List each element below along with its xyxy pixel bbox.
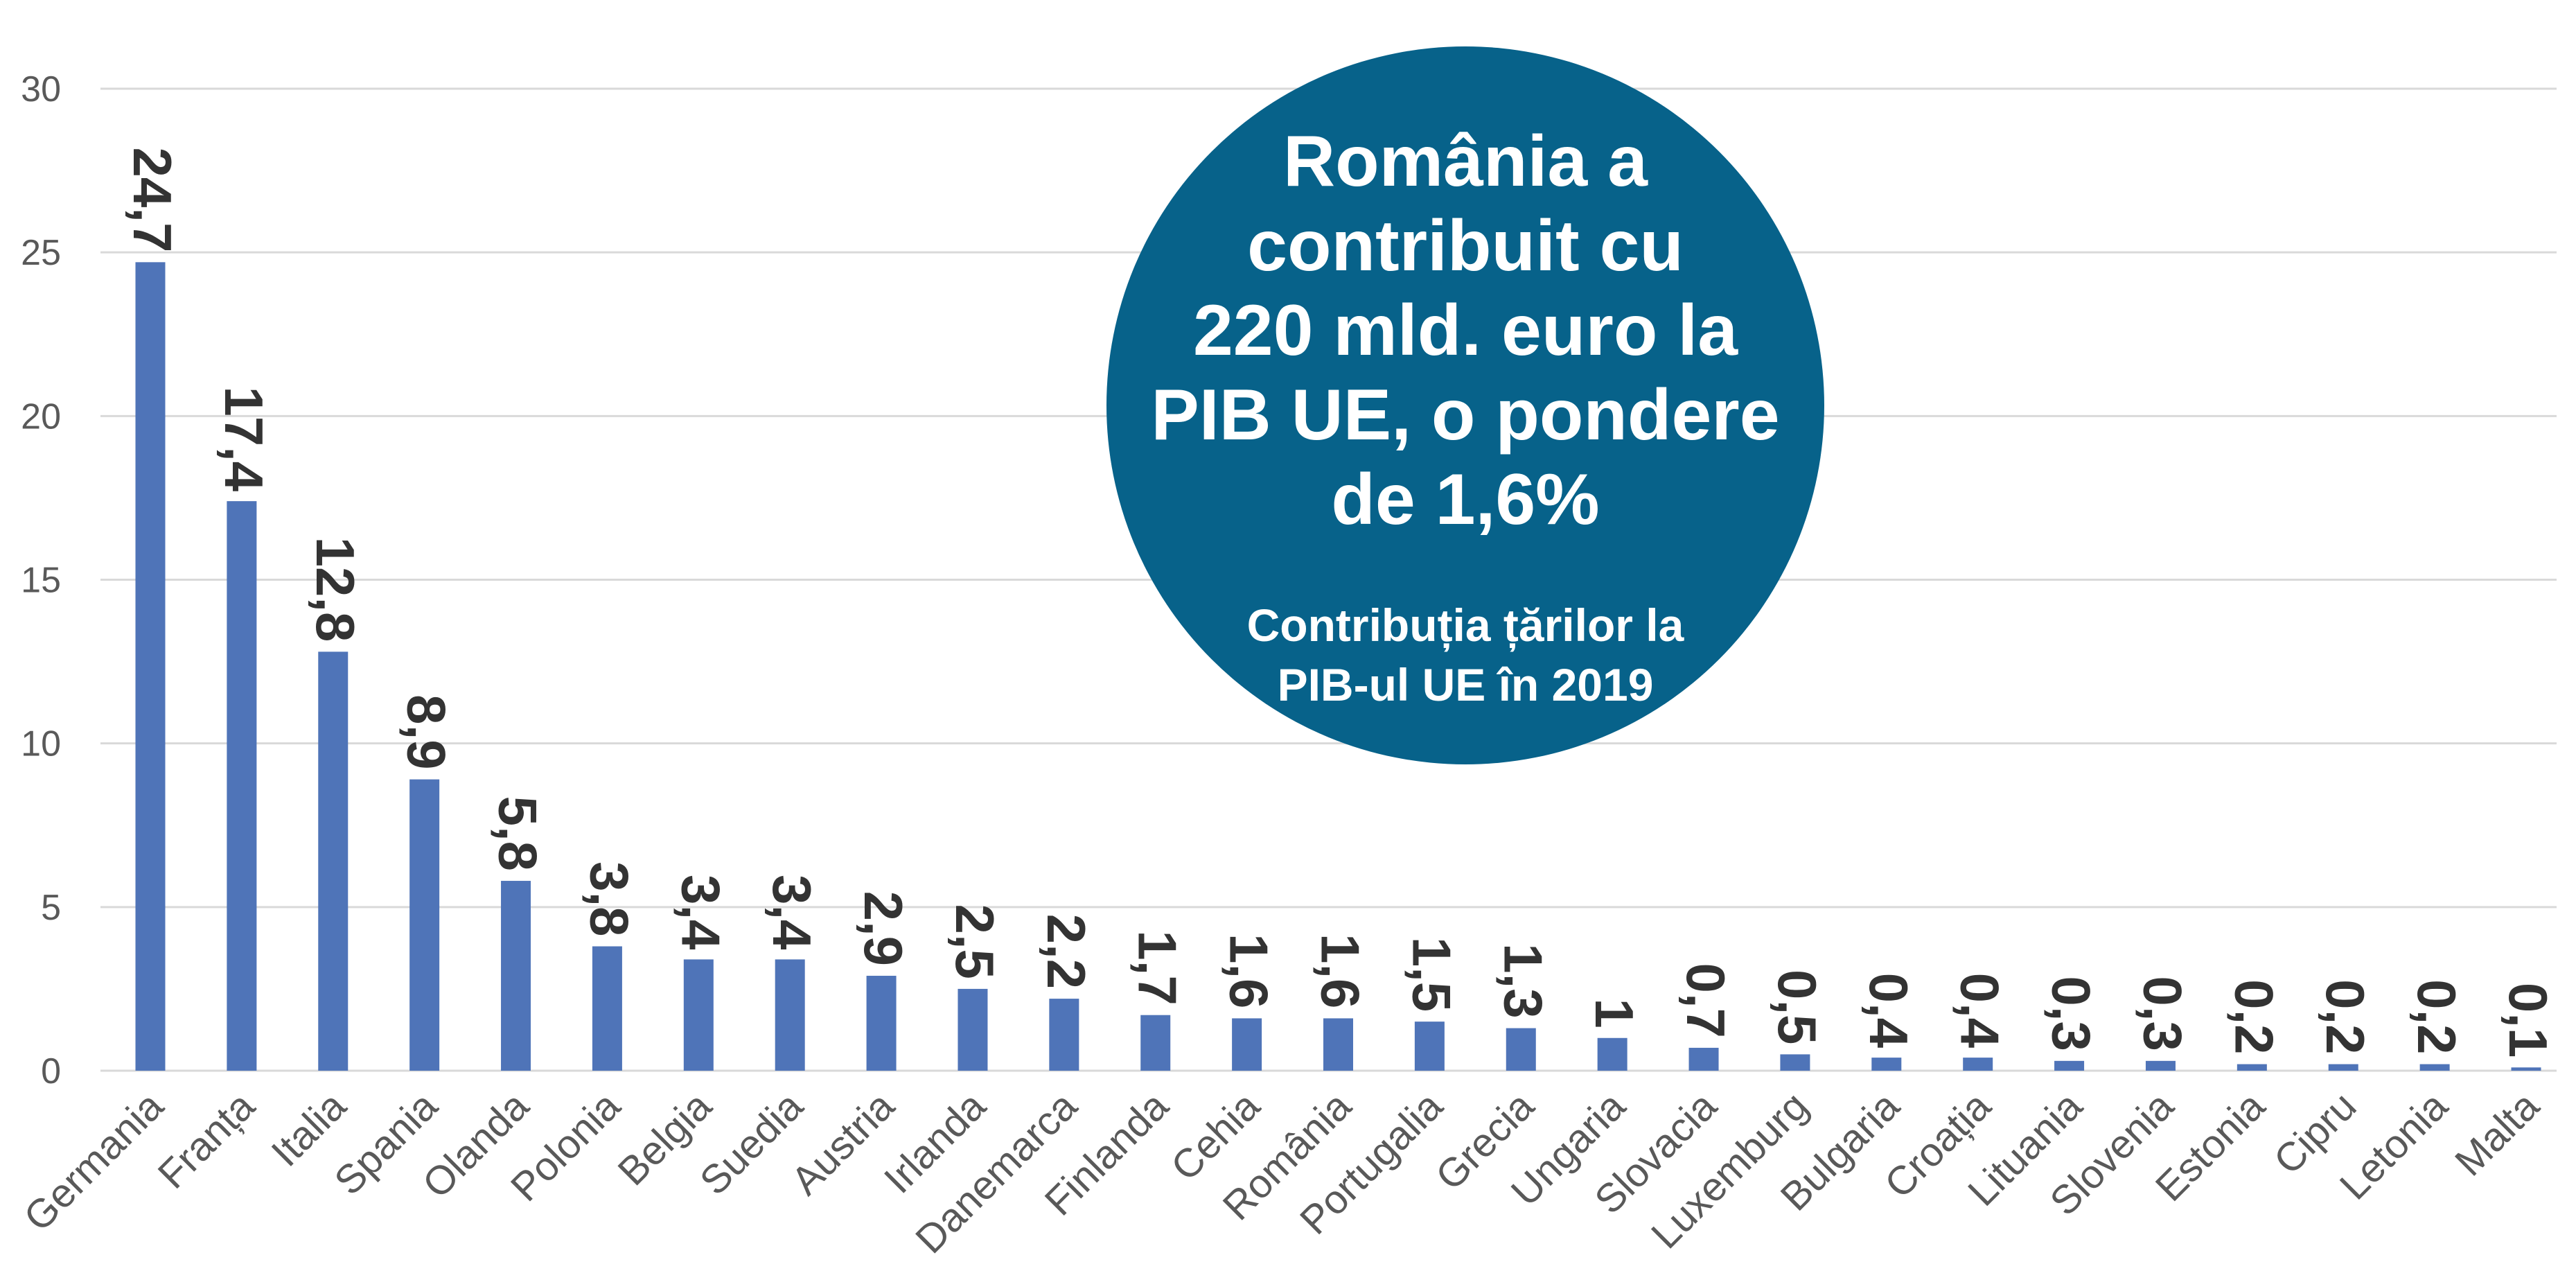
bar [409, 779, 440, 1071]
bar [2237, 1064, 2267, 1071]
callout-title-line: de 1,6% [1331, 459, 1599, 540]
callout-title-line: România a [1283, 121, 1648, 202]
category-label: Austria [783, 1083, 903, 1204]
data-label: 0,2 [2406, 979, 2467, 1054]
bar [2145, 1060, 2176, 1071]
data-label: 2,5 [944, 904, 1005, 979]
bar [2419, 1064, 2450, 1071]
data-label: 3,8 [579, 861, 639, 936]
data-label: 1,6 [1310, 933, 1371, 1008]
callout-title-line: contribuit cu [1247, 206, 1684, 286]
data-label: 0,4 [1950, 973, 2011, 1048]
bar [775, 959, 805, 1071]
callout-subtitle: Contribuția țărilor la PIB-ul UE în 2019 [1247, 599, 1685, 710]
category-label: Suedia [691, 1083, 812, 1204]
bar [1506, 1028, 1536, 1071]
bar [592, 946, 622, 1071]
data-label: 0,2 [2315, 979, 2376, 1054]
y-tick-label: 0 [41, 1051, 61, 1091]
bar [1323, 1018, 1353, 1071]
bar [2054, 1060, 2085, 1071]
bar [2511, 1067, 2541, 1071]
data-label: 2,9 [853, 891, 914, 966]
data-label: 0,2 [2223, 979, 2284, 1054]
bar [1140, 1015, 1171, 1071]
bar [1597, 1037, 1627, 1071]
bar [1414, 1022, 1445, 1071]
data-label: 1 [1584, 998, 1645, 1028]
bar [1232, 1018, 1262, 1071]
data-label: 1,7 [1127, 930, 1188, 1005]
bar [318, 651, 349, 1071]
bar [1871, 1058, 1902, 1071]
bar [1780, 1054, 1810, 1071]
data-label: 1,5 [1401, 937, 1462, 1012]
data-label: 0,5 [1767, 970, 1828, 1044]
data-labels: 24,7 17,4 12,8 8,9 5,8 3,8 3,4 3,4 2,9 2,5 2,2 1,7 1… [122, 148, 2559, 1058]
bar [866, 976, 897, 1071]
bar [958, 988, 988, 1071]
data-label: 12,8 [305, 537, 366, 642]
data-label: 24,7 [122, 148, 183, 253]
y-tick-label: 20 [21, 396, 61, 437]
y-tick-label: 25 [21, 233, 61, 273]
data-label: 1,6 [1219, 933, 1280, 1008]
bar [683, 959, 714, 1071]
data-label: 2,2 [1036, 914, 1097, 989]
callout-circle [1106, 46, 1824, 764]
category-label: Franța [150, 1083, 264, 1198]
data-label: 0,7 [1675, 963, 1736, 1037]
y-tick-label: 10 [21, 724, 61, 764]
y-tick-label: 30 [21, 69, 61, 109]
bar [227, 501, 257, 1071]
data-label: 1,3 [1492, 943, 1553, 1018]
data-label: 0,4 [1858, 973, 1919, 1048]
data-label: 5,8 [488, 796, 549, 871]
data-label: 17,4 [213, 386, 274, 491]
y-tick-label: 15 [21, 561, 61, 601]
data-label: 0,1 [2498, 983, 2559, 1058]
category-label: Malta [2446, 1083, 2548, 1185]
data-label: 0,3 [2132, 976, 2193, 1051]
data-label: 3,4 [761, 875, 822, 949]
callout-subtitle-line: Contribuția țărilor la [1247, 599, 1685, 652]
callout-title-line: PIB UE, o pondere [1151, 375, 1779, 455]
bar [135, 262, 166, 1071]
data-label: 3,4 [670, 875, 731, 949]
data-label: 0,3 [2041, 976, 2102, 1051]
bar [1049, 999, 1079, 1071]
bar [2328, 1064, 2358, 1071]
callout-title-line: 220 mld. euro la [1193, 290, 1738, 371]
bar [1963, 1058, 1993, 1071]
bars [135, 262, 2541, 1071]
bar [1688, 1047, 1719, 1071]
bar [501, 881, 531, 1071]
callout-subtitle-line: PIB-ul UE în 2019 [1278, 659, 1654, 710]
y-tick-label: 5 [41, 888, 61, 928]
category-label: Germania [15, 1083, 173, 1240]
y-axis-ticks: 0 5 10 15 20 25 30 [21, 69, 61, 1091]
data-label: 8,9 [396, 694, 457, 769]
